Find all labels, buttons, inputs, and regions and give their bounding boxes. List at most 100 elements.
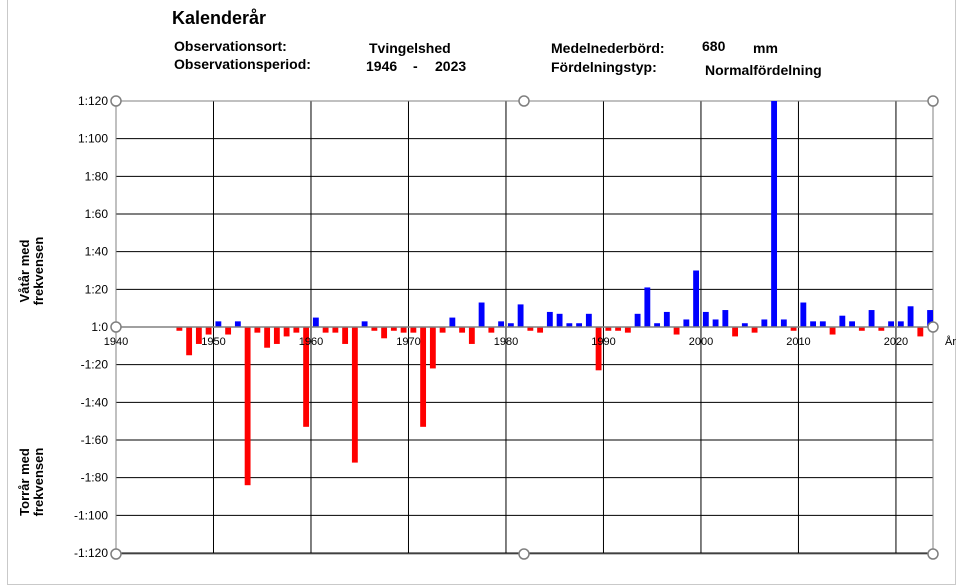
bar-2019 <box>888 321 895 327</box>
bar-2000 <box>702 311 709 327</box>
bar-2004 <box>741 323 748 327</box>
bar-1956 <box>273 327 280 344</box>
bar-1991 <box>615 327 622 331</box>
y-tick-label: -1:80 <box>81 471 109 485</box>
bar-1958 <box>293 327 300 333</box>
bar-1964 <box>351 327 358 463</box>
bar-1948 <box>195 327 202 344</box>
period-separator: - <box>413 58 418 74</box>
bar-2014 <box>839 315 846 327</box>
mean-value: 680 <box>702 38 726 54</box>
resize-handle <box>110 321 122 333</box>
bar-1946 <box>176 327 183 331</box>
resize-handle <box>927 95 939 107</box>
period-end: 2023 <box>435 58 467 74</box>
bar-2023 <box>927 310 933 327</box>
bar-1992 <box>624 327 631 333</box>
bar-2009 <box>790 327 797 331</box>
bar-2022 <box>917 327 924 337</box>
bar-1967 <box>381 327 388 339</box>
bar-1962 <box>332 327 339 333</box>
bar-2018 <box>878 327 885 331</box>
bar-1950 <box>215 321 222 327</box>
x-tick-label: 1950 <box>201 336 225 348</box>
bar-1970 <box>410 327 417 333</box>
bar-1960 <box>312 317 319 327</box>
bar-1978 <box>488 327 495 333</box>
bar-1994 <box>644 287 651 327</box>
bar-1969 <box>400 327 407 333</box>
bar-2005 <box>751 327 758 333</box>
bar-1980 <box>507 323 514 327</box>
bar-1988 <box>585 313 592 327</box>
y-tick-label: -1:120 <box>74 546 108 560</box>
bar-1982 <box>527 327 534 331</box>
y-tick-label: 1:40 <box>85 245 109 259</box>
bar-1957 <box>283 327 290 337</box>
period-start: 1946 <box>366 58 398 74</box>
period-label: Observationsperiod: <box>174 56 311 72</box>
bar-1961 <box>322 327 329 333</box>
resize-handle <box>927 548 939 560</box>
bar-1999 <box>693 270 700 327</box>
y-tick-label: -1:20 <box>81 358 109 372</box>
y-tick-label: -1:60 <box>81 433 109 447</box>
resize-handle <box>110 95 122 107</box>
bar-1968 <box>390 327 397 331</box>
bar-1971 <box>420 327 427 427</box>
y-tick-label: 1:20 <box>85 282 109 296</box>
bar-1974 <box>449 317 456 327</box>
bar-1949 <box>205 327 212 335</box>
bar-1954 <box>254 327 261 333</box>
bar-1963 <box>342 327 349 344</box>
bar-2001 <box>712 319 719 327</box>
bar-2008 <box>780 319 787 327</box>
bar-1984 <box>546 311 553 327</box>
x-tick-label: 1960 <box>299 336 323 348</box>
x-tick-label: 1990 <box>591 336 615 348</box>
x-tick-label: 1940 <box>104 336 128 348</box>
bar-2010 <box>800 302 807 327</box>
bar-1996 <box>663 311 670 327</box>
y-tick-label: 1:80 <box>85 169 109 183</box>
x-tick-label: 1970 <box>396 336 420 348</box>
bar-2017 <box>868 310 875 327</box>
site-label: Observationsort: <box>174 38 287 54</box>
bar-2015 <box>849 321 856 327</box>
bar-1952 <box>234 321 241 327</box>
bar-1997 <box>673 327 680 335</box>
bar-1966 <box>371 327 378 331</box>
y-tick-label: 1:60 <box>85 207 109 221</box>
resize-handle <box>518 95 530 107</box>
bar-2013 <box>829 327 836 335</box>
bar-1975 <box>459 327 466 333</box>
bar-1965 <box>361 321 368 327</box>
bar-2006 <box>761 319 768 327</box>
bar-2021 <box>907 306 914 327</box>
bar-1953 <box>244 327 251 486</box>
bar-1947 <box>186 327 193 356</box>
bar-1990 <box>605 327 612 331</box>
y-tick-label: 1:120 <box>78 94 108 108</box>
chart-title: Kalenderår <box>172 8 267 28</box>
bar-1995 <box>654 323 661 327</box>
site-value: Tvingelshed <box>369 40 451 56</box>
bar-1986 <box>566 323 573 327</box>
y-tick-label: -1:40 <box>81 395 109 409</box>
mean-unit: mm <box>753 40 778 56</box>
bar-1976 <box>468 327 475 344</box>
x-tick-label: 1980 <box>494 336 518 348</box>
y-tick-label: 1:0 <box>91 320 108 334</box>
chart-frame <box>7 0 956 585</box>
bar-1951 <box>225 327 232 335</box>
bar-1998 <box>683 319 690 327</box>
bar-2007 <box>771 101 778 327</box>
resize-handle <box>518 548 530 560</box>
resize-handle <box>927 321 939 333</box>
bar-1955 <box>264 327 271 348</box>
resize-handle <box>110 548 122 560</box>
bar-1959 <box>303 327 310 427</box>
bar-1972 <box>429 327 436 369</box>
bar-2012 <box>819 321 826 327</box>
